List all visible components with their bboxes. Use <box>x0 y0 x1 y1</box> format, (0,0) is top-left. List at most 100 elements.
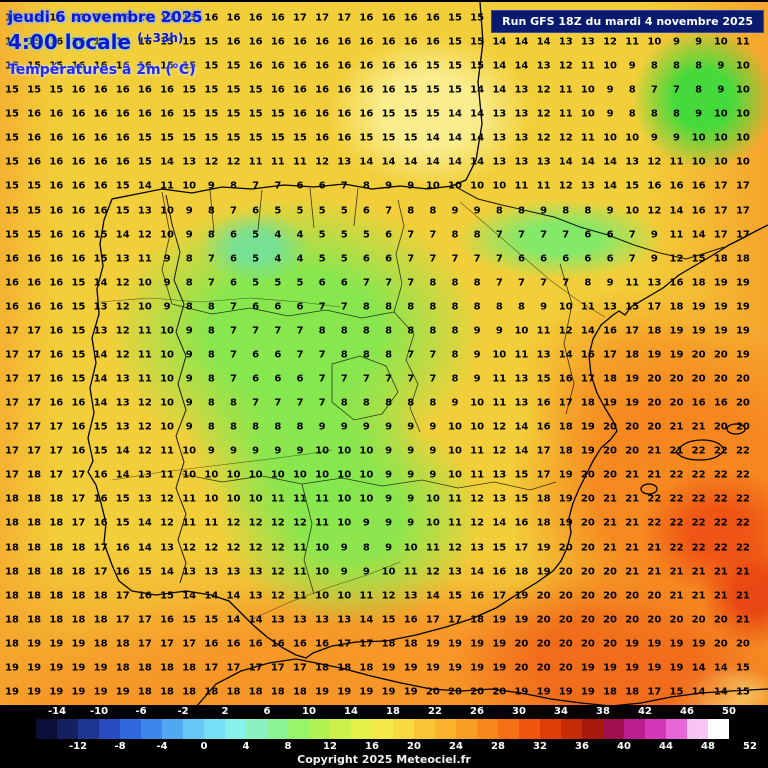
temp-value: 18 <box>93 614 108 626</box>
temp-value: 15 <box>49 84 64 96</box>
temp-value: 10 <box>337 493 352 505</box>
temp-value: 18 <box>71 614 86 626</box>
temp-value: 16 <box>137 108 152 120</box>
temp-value: 5 <box>340 229 348 241</box>
temp-value: 17 <box>315 12 330 24</box>
temp-value: 7 <box>252 325 260 337</box>
temp-value: 7 <box>274 180 282 192</box>
temp-value: 16 <box>71 397 86 409</box>
temp-value: 12 <box>470 493 485 505</box>
temp-value: 18 <box>5 517 19 529</box>
temp-value: 22 <box>647 517 662 529</box>
temp-value: 15 <box>93 421 108 433</box>
temp-value: 13 <box>492 156 507 168</box>
temp-value: 16 <box>137 84 152 96</box>
temp-value: 15 <box>160 590 175 602</box>
temp-value: 13 <box>337 156 352 168</box>
temp-value: 16 <box>93 156 108 168</box>
temp-value: 10 <box>337 590 352 602</box>
temp-value: 7 <box>517 229 525 241</box>
temp-value: 16 <box>691 180 706 192</box>
temp-value: 19 <box>359 686 374 698</box>
temp-value: 18 <box>248 686 263 698</box>
region-border-path <box>209 187 359 233</box>
temp-value: 15 <box>71 349 86 361</box>
legend-label: 50 <box>722 706 736 717</box>
region-border-path <box>331 355 399 421</box>
temp-value: 18 <box>115 638 130 650</box>
temp-value: 15 <box>71 373 86 385</box>
temp-value: 19 <box>735 325 750 337</box>
temp-value: 12 <box>160 517 175 529</box>
temp-value: 18 <box>691 277 706 289</box>
temp-value: 20 <box>603 421 618 433</box>
temp-value: 16 <box>49 156 64 168</box>
temp-value: 10 <box>425 180 440 192</box>
legend-label: 22 <box>428 706 442 717</box>
temp-value: 8 <box>451 373 459 385</box>
temp-value: 10 <box>270 469 285 481</box>
temp-value: 20 <box>514 638 529 650</box>
temp-value: 15 <box>137 566 152 578</box>
temp-value: 15 <box>137 156 152 168</box>
temp-value: 8 <box>340 397 348 409</box>
temp-value: 7 <box>340 373 348 385</box>
temp-value: 17 <box>71 493 86 505</box>
temp-value: 13 <box>226 566 241 578</box>
temp-value: 17 <box>735 205 750 217</box>
temp-value: 12 <box>292 517 307 529</box>
temp-value: 16 <box>160 84 175 96</box>
temp-value: 19 <box>691 301 706 313</box>
temp-value: 6 <box>584 253 592 265</box>
temp-value: 8 <box>362 349 370 361</box>
temp-value: 20 <box>691 614 706 626</box>
temp-value: 16 <box>292 36 307 48</box>
temp-value: 8 <box>628 108 636 120</box>
temp-value: 15 <box>27 229 42 241</box>
temp-value: 21 <box>647 445 662 457</box>
temp-value: 21 <box>669 590 684 602</box>
temp-value: 13 <box>514 397 529 409</box>
temp-value: 19 <box>713 277 728 289</box>
temp-value: 15 <box>182 108 197 120</box>
temp-value: 14 <box>137 180 152 192</box>
temp-value: 17 <box>448 614 462 626</box>
legend-color-segment <box>204 719 225 739</box>
temp-value: 7 <box>207 253 215 265</box>
temp-value: 9 <box>207 445 215 457</box>
temp-value: 9 <box>407 180 415 192</box>
temp-value: 20 <box>603 445 618 457</box>
temp-value: 14 <box>691 662 706 674</box>
legend-color-segment <box>246 719 267 739</box>
temp-value: 17 <box>5 445 19 457</box>
temp-value: 6 <box>584 229 592 241</box>
temp-value: 16 <box>381 12 396 24</box>
temp-value: 11 <box>292 542 307 554</box>
temp-value: 13 <box>115 421 130 433</box>
temp-value: 5 <box>318 205 326 217</box>
legend-color-segment <box>708 719 729 739</box>
temp-value: 19 <box>536 686 551 698</box>
temp-value: 17 <box>160 638 175 650</box>
map-header: jeudi 6 novembre 2025 4:00 locale (+33h) … <box>8 8 203 78</box>
legend-color-segment <box>267 719 288 739</box>
temp-value: 19 <box>669 325 684 337</box>
temp-value: 19 <box>514 614 529 626</box>
temp-value: 8 <box>429 301 437 313</box>
temp-value: 16 <box>248 60 263 72</box>
temp-value: 9 <box>695 108 703 120</box>
temp-value: 10 <box>182 180 197 192</box>
temp-value: 12 <box>182 542 197 554</box>
temp-value: 17 <box>93 566 108 578</box>
temp-value: 16 <box>403 12 418 24</box>
legend-label: 36 <box>575 741 589 752</box>
temp-value: 17 <box>5 469 19 481</box>
temp-value: 19 <box>713 301 728 313</box>
temp-value: 17 <box>49 445 64 457</box>
temp-value: 10 <box>248 493 263 505</box>
temp-value: 12 <box>115 349 130 361</box>
temp-value: 12 <box>470 517 485 529</box>
temp-value: 5 <box>318 229 326 241</box>
temp-value: 17 <box>536 469 551 481</box>
temp-value: 14 <box>470 566 485 578</box>
